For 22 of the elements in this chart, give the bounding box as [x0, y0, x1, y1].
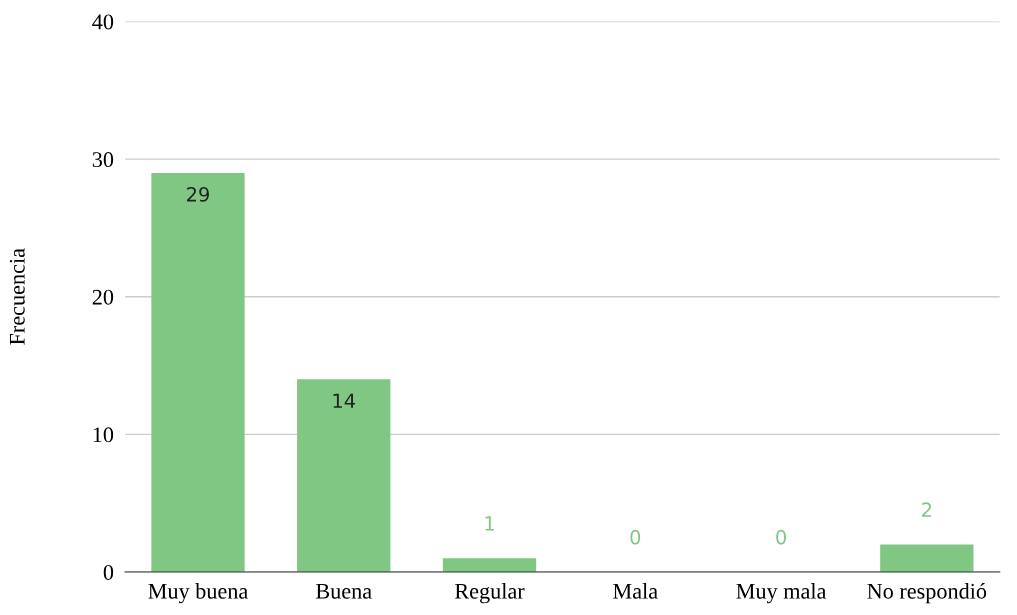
data-label: 0	[630, 529, 641, 545]
y-tick-label: 40	[92, 14, 114, 30]
x-tick-label: Buena	[316, 583, 372, 599]
y-tick-label: 30	[92, 152, 114, 168]
data-label: 1	[485, 516, 494, 531]
y-axis-title: Frecuencia	[9, 248, 25, 345]
y-tick-label: 0	[103, 564, 114, 580]
x-tick-label: Muy buena	[148, 583, 248, 604]
bar	[442, 558, 537, 572]
y-tick-label: 20	[92, 289, 114, 305]
x-tick-label: Mala	[613, 583, 658, 599]
data-label: 2	[922, 502, 932, 517]
bar	[297, 379, 391, 572]
x-tick-label: No respondió	[867, 583, 987, 604]
bar	[151, 172, 245, 572]
y-tick-label: 10	[93, 427, 114, 443]
data-label: 29	[187, 187, 209, 202]
data-label: 0	[776, 529, 786, 545]
x-tick-label: Regular	[454, 583, 525, 604]
x-tick-label: Muy mala	[736, 583, 827, 604]
bar	[880, 544, 974, 572]
data-label: 14	[333, 393, 356, 408]
